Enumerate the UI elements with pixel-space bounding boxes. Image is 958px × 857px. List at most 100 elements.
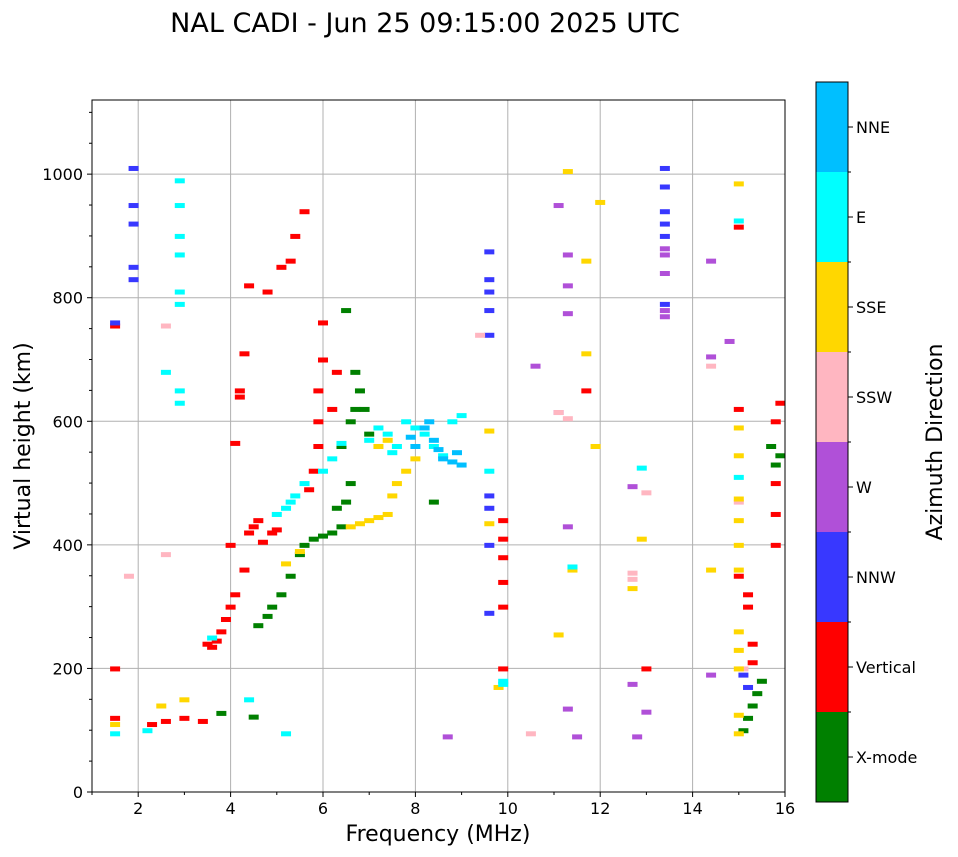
- data-point: [770, 511, 781, 517]
- data-point: [484, 332, 495, 338]
- data-point: [733, 542, 744, 548]
- data-point: [456, 413, 467, 419]
- data-point: [354, 388, 365, 394]
- data-point: [733, 224, 744, 230]
- data-point: [733, 406, 744, 412]
- data-point: [659, 165, 670, 171]
- data-point: [174, 233, 185, 239]
- data-point: [174, 178, 185, 184]
- data-point: [706, 363, 717, 369]
- data-point: [299, 481, 310, 487]
- data-point: [318, 468, 328, 474]
- data-point: [327, 456, 338, 462]
- data-point: [738, 672, 749, 678]
- data-point: [364, 437, 375, 443]
- data-point: [733, 518, 744, 524]
- data-point: [174, 289, 185, 295]
- colorbar-label: SSE: [856, 298, 886, 317]
- y-tick-label: 800: [52, 289, 83, 308]
- colorbar-segment: [816, 532, 848, 622]
- data-point: [562, 524, 573, 530]
- data-point: [207, 644, 218, 650]
- data-point: [336, 440, 347, 446]
- data-point: [724, 338, 735, 344]
- data-point: [733, 712, 744, 718]
- data-point: [733, 573, 744, 579]
- data-point: [641, 709, 652, 715]
- data-point: [581, 351, 592, 357]
- data-point: [447, 459, 458, 465]
- data-point: [733, 629, 744, 635]
- data-point: [318, 357, 328, 363]
- data-point: [706, 354, 717, 360]
- data-point: [373, 425, 384, 431]
- data-point: [267, 604, 278, 610]
- data-point: [110, 320, 121, 326]
- data-point: [285, 499, 296, 505]
- data-point: [128, 277, 139, 283]
- data-point: [636, 465, 647, 471]
- data-point: [216, 710, 227, 716]
- data-point: [318, 320, 328, 326]
- data-point: [428, 499, 439, 505]
- data-point: [484, 505, 495, 511]
- data-point: [211, 638, 222, 644]
- data-point: [659, 246, 670, 252]
- data-point: [331, 505, 342, 511]
- data-point: [391, 481, 402, 487]
- colorbar-segment: [816, 712, 848, 802]
- data-point: [498, 666, 509, 672]
- colorbar-segment: [816, 442, 848, 532]
- data-point: [581, 258, 592, 264]
- data-point: [308, 468, 319, 474]
- data-point: [160, 718, 171, 724]
- data-point: [234, 394, 245, 400]
- data-point: [382, 431, 393, 437]
- data-point: [627, 681, 638, 687]
- data-point: [341, 499, 352, 505]
- data-point: [770, 481, 781, 487]
- data-point: [285, 573, 296, 579]
- data-point: [581, 388, 592, 394]
- data-point: [281, 561, 292, 567]
- data-point: [179, 715, 190, 721]
- data-point: [733, 425, 744, 431]
- x-tick-label: 6: [318, 799, 328, 818]
- y-tick-label: 0: [73, 783, 83, 802]
- data-point: [567, 567, 578, 573]
- data-point: [706, 567, 717, 573]
- data-point: [336, 444, 347, 449]
- data-point: [350, 369, 361, 375]
- data-point: [484, 542, 495, 548]
- data-point: [627, 586, 638, 592]
- data-point: [659, 233, 670, 239]
- colorbar-title: Azimuth Direction: [923, 343, 948, 540]
- data-point: [484, 308, 495, 314]
- y-tick-label: 200: [52, 659, 83, 678]
- data-point: [770, 542, 781, 548]
- data-point: [276, 592, 287, 598]
- data-point: [248, 524, 259, 530]
- data-point: [147, 722, 158, 728]
- data-point: [733, 567, 744, 573]
- data-point: [123, 573, 134, 579]
- data-point: [299, 209, 310, 215]
- data-point: [553, 410, 564, 416]
- y-tick-label: 1000: [42, 165, 83, 184]
- plot-frame: [91, 99, 786, 793]
- data-point: [290, 493, 301, 499]
- data-point: [285, 258, 296, 264]
- data-point: [733, 218, 744, 224]
- data-point: [373, 444, 384, 449]
- data-point: [313, 388, 324, 394]
- colorbar-label: W: [856, 478, 872, 497]
- data-point: [743, 715, 754, 721]
- data-point: [110, 323, 121, 329]
- data-point: [498, 678, 509, 684]
- data-point: [239, 567, 250, 573]
- data-point: [327, 406, 338, 412]
- data-point: [110, 722, 121, 728]
- data-point: [354, 521, 365, 527]
- data-point: [627, 484, 638, 490]
